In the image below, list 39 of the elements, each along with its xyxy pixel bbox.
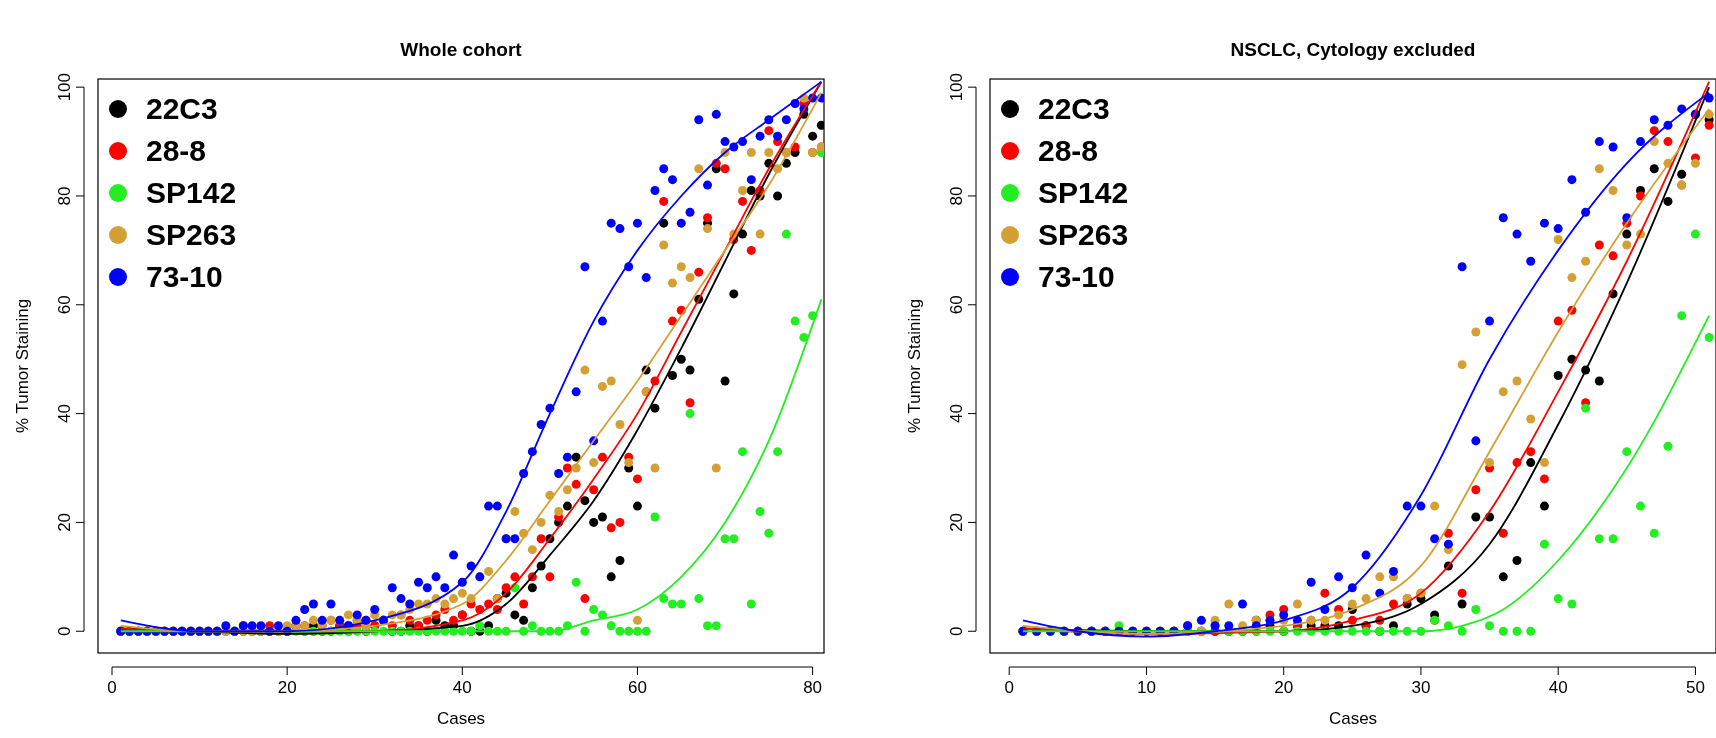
chart-title: Whole cohort bbox=[400, 39, 523, 60]
y-tick-label: 80 bbox=[55, 186, 74, 206]
legend-label: 28-8 bbox=[146, 134, 207, 167]
legend-label: SP263 bbox=[146, 218, 237, 251]
y-tick-label: 40 bbox=[947, 404, 966, 424]
y-tick-label: 60 bbox=[947, 295, 966, 315]
y-tick-label: 0 bbox=[55, 626, 74, 636]
x-tick-label: 0 bbox=[1004, 678, 1014, 697]
legend-label: 22C3 bbox=[146, 92, 218, 125]
y-tick-label: 60 bbox=[55, 295, 74, 315]
x-tick-label: 60 bbox=[628, 678, 647, 697]
legend-label: 22C3 bbox=[1038, 92, 1110, 125]
legend-label: SP142 bbox=[1038, 176, 1129, 209]
x-tick-label: 30 bbox=[1411, 678, 1431, 697]
x-tick-label: 80 bbox=[803, 678, 823, 697]
x-tick-label: 40 bbox=[452, 678, 472, 697]
legend-label: 73-10 bbox=[1038, 260, 1115, 293]
legend-label: SP263 bbox=[1038, 218, 1129, 251]
legend-label: 28-8 bbox=[1038, 134, 1099, 167]
legend-label: SP142 bbox=[146, 176, 237, 209]
legend-label: 73-10 bbox=[146, 260, 223, 293]
x-tick-label: 50 bbox=[1685, 678, 1705, 697]
x-tick-label: 40 bbox=[1548, 678, 1568, 697]
y-axis-title: % Tumor Staining bbox=[905, 298, 924, 434]
y-axis-title: % Tumor Staining bbox=[13, 298, 32, 434]
chart-title: NSCLC, Cytology excluded bbox=[1230, 39, 1476, 60]
y-tick-label: 80 bbox=[947, 186, 966, 206]
y-tick-label: 100 bbox=[947, 72, 966, 102]
y-tick-label: 20 bbox=[55, 512, 74, 532]
y-tick-label: 100 bbox=[55, 72, 74, 102]
x-tick-label: 20 bbox=[277, 678, 297, 697]
y-tick-label: 0 bbox=[947, 626, 966, 636]
x-axis-title: Cases bbox=[436, 709, 486, 728]
x-tick-label: 20 bbox=[1274, 678, 1294, 697]
x-tick-label: 0 bbox=[107, 678, 117, 697]
y-tick-label: 20 bbox=[947, 512, 966, 532]
x-tick-label: 10 bbox=[1136, 678, 1156, 697]
x-axis-title: Cases bbox=[1328, 709, 1378, 728]
y-tick-label: 40 bbox=[55, 404, 74, 424]
